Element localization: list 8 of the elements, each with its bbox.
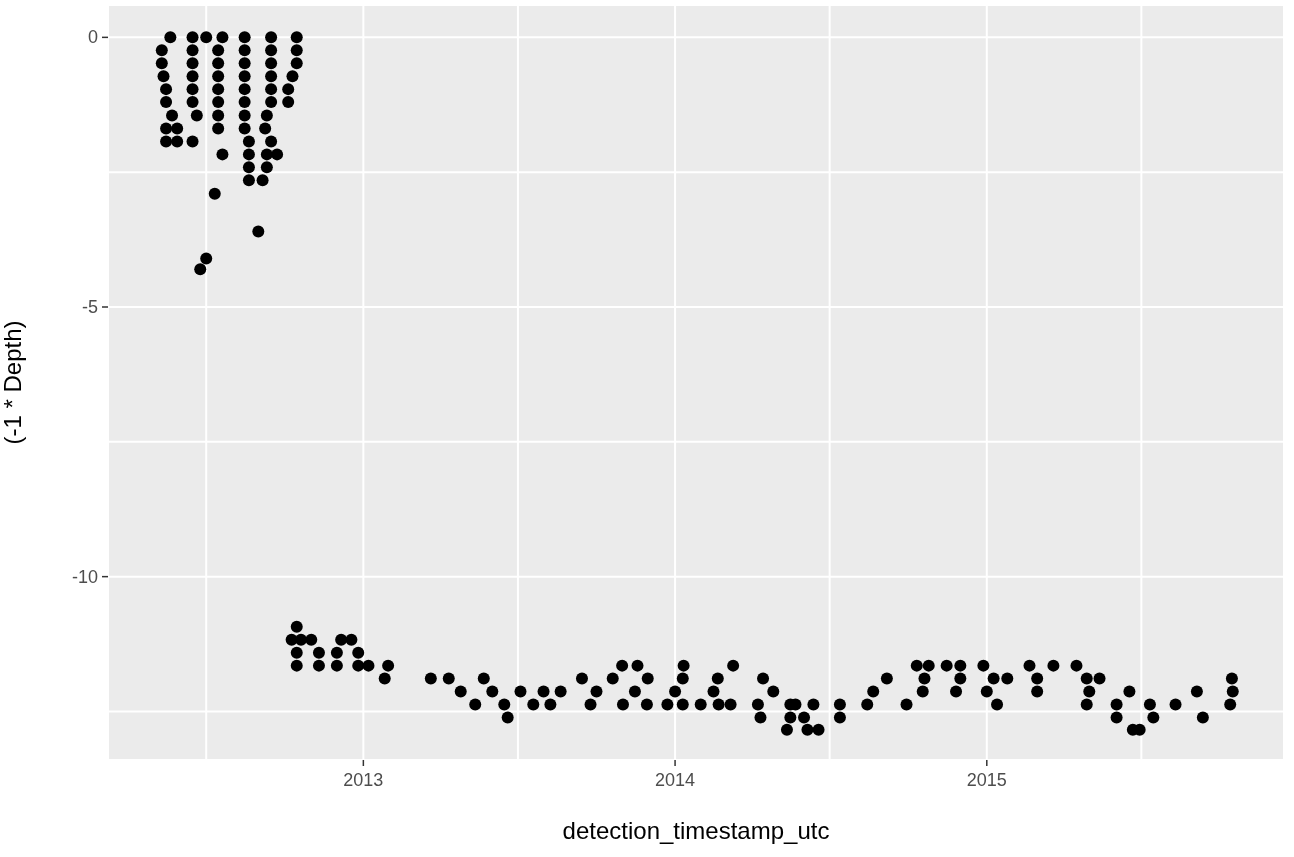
x-tick-label: 2013 — [343, 770, 384, 790]
x-tick-label: 2015 — [966, 770, 1007, 790]
y-tick-label: -5 — [81, 297, 98, 317]
y-tick-label: 0 — [87, 27, 98, 48]
y-axis-title: (-1 * Depth) — [0, 320, 26, 445]
x-tick-label: 2014 — [655, 770, 696, 790]
y-tick-label: -10 — [71, 566, 98, 587]
x-axis-title: detection_timestamp_utc — [562, 817, 830, 844]
